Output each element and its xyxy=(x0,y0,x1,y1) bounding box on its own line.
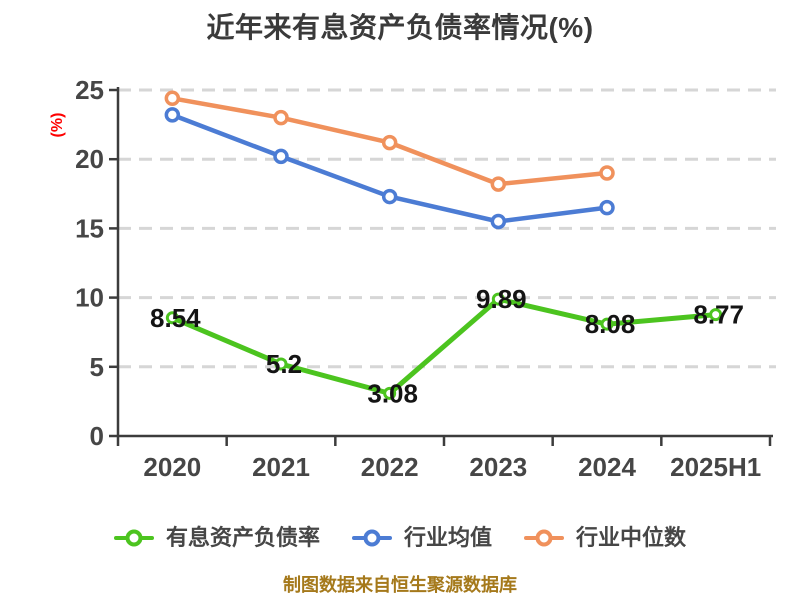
data-point xyxy=(491,292,505,306)
y-tick-label: 15 xyxy=(75,213,104,243)
x-tick-label: 2021 xyxy=(252,452,310,482)
x-tick-label: 2022 xyxy=(361,452,419,482)
data-point xyxy=(599,165,615,181)
legend-label: 行业中位数 xyxy=(576,525,687,550)
series-line-1 xyxy=(170,112,610,224)
data-point xyxy=(164,90,181,107)
y-axis-unit-label: (%) xyxy=(49,113,66,138)
data-point xyxy=(273,148,289,165)
legend-label: 行业均值 xyxy=(403,525,492,550)
chart-title: 近年来有息资产负债率情况(%) xyxy=(206,12,594,43)
legend-label: 有息资产负债率 xyxy=(165,525,320,550)
data-point-label: 8.54 xyxy=(150,303,201,333)
data-point xyxy=(599,199,615,216)
data-point xyxy=(274,357,288,371)
legend-marker-icon xyxy=(524,528,564,548)
data-point-label: 8.77 xyxy=(693,300,744,330)
y-tick-label: 5 xyxy=(90,352,104,382)
data-point xyxy=(165,311,179,325)
y-tick-label: 0 xyxy=(90,421,104,451)
data-point xyxy=(490,176,507,192)
legend: 有息资产负债率 行业均值 行业中位数 xyxy=(0,522,800,554)
data-point xyxy=(709,308,723,322)
data-point-label: 9.89 xyxy=(476,284,527,314)
x-tick-label: 2020 xyxy=(143,452,201,482)
data-point xyxy=(383,386,397,400)
series-line-0 xyxy=(169,296,719,396)
data-point xyxy=(164,107,181,123)
x-tick-label: 2024 xyxy=(578,452,636,482)
data-source-note: 制图数据来自恒生聚源数据库 xyxy=(283,575,517,595)
legend-item-0: 有息资产负债率 xyxy=(113,525,320,550)
data-point-label: 8.08 xyxy=(585,309,636,339)
data-point-label: 5.2 xyxy=(266,349,302,379)
legend-item-1: 行业均值 xyxy=(351,525,492,550)
data-point xyxy=(273,109,289,126)
data-point xyxy=(381,134,398,151)
data-point xyxy=(490,213,507,230)
data-point-label: 3.08 xyxy=(367,378,418,408)
data-point xyxy=(381,188,398,205)
legend-marker-icon xyxy=(351,528,392,548)
x-tick-label: 2025H1 xyxy=(670,452,761,482)
legend-marker-icon xyxy=(113,528,154,548)
y-tick-label: 10 xyxy=(75,283,104,313)
legend-item-2: 行业中位数 xyxy=(524,527,686,549)
x-tick-label: 2023 xyxy=(469,452,527,482)
y-tick-label: 25 xyxy=(75,75,104,105)
data-point xyxy=(600,317,614,331)
y-tick-label: 20 xyxy=(75,144,104,174)
